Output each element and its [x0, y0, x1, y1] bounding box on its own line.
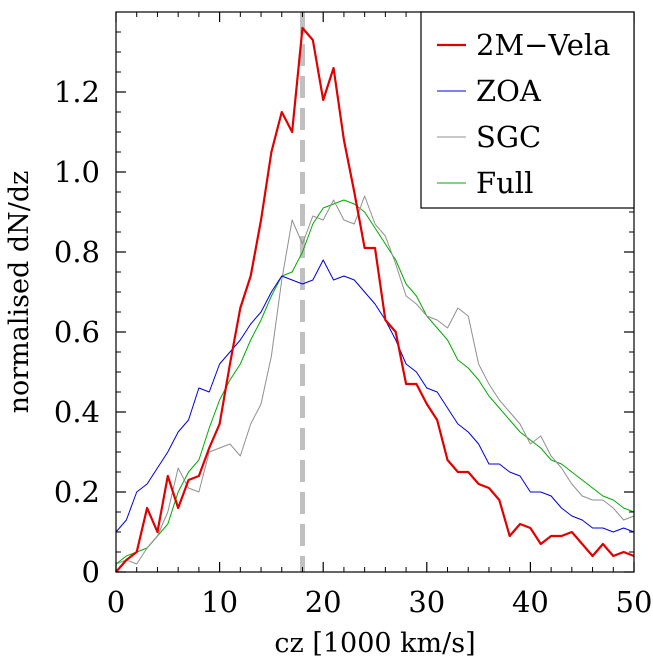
series-line-sgc [115, 195, 635, 565]
y-tick-label: 0.4 [54, 395, 100, 429]
y-axis-label: normalised dN/dz [4, 171, 35, 414]
x-axis-label: cz [1000 km/s] [274, 628, 475, 659]
x-tick-label: 40 [512, 585, 549, 619]
x-tick-label: 0 [107, 585, 125, 619]
legend-label-full: Full [476, 166, 533, 200]
x-tick-label: 10 [201, 585, 238, 619]
legend-label-zoa: ZOA [476, 74, 542, 108]
legend-label-sgc: SGC [476, 120, 541, 154]
x-tick-label: 30 [408, 585, 445, 619]
y-tick-label: 0 [82, 555, 100, 589]
tick-layer: 0 10 20 30 40 50 0 0.2 0.4 0.6 0.8 1.0 1.2 [54, 12, 653, 619]
legend: 2M−Vela ZOA SGC Full [420, 11, 635, 209]
y-tick-label: 0.2 [54, 475, 100, 509]
y-tick-label: 1.0 [54, 155, 100, 189]
x-tick-label: 20 [305, 585, 342, 619]
series-line-2m-vela [115, 26, 635, 573]
x-tick-label: 50 [616, 585, 653, 619]
series-layer [115, 26, 635, 573]
legend-label-2m-vela: 2M−Vela [476, 28, 610, 62]
y-tick-label: 0.6 [54, 315, 100, 349]
series-line-zoa [115, 259, 635, 533]
y-tick-label: 0.8 [54, 235, 100, 269]
y-tick-label: 1.2 [54, 75, 100, 109]
series-line-full [115, 199, 635, 565]
